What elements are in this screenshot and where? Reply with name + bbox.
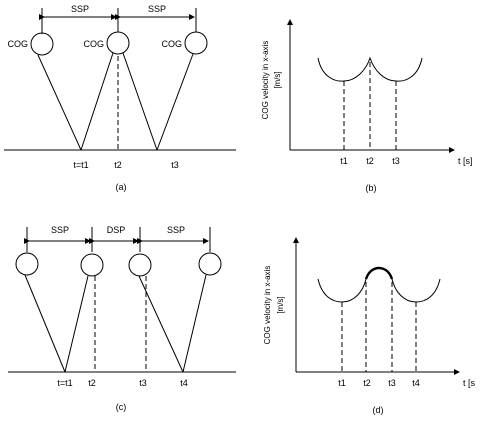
velocity-curve-d-right	[391, 278, 441, 303]
panel-b: COG velocity in x-axis [m/s] t1 t2 t3 t …	[261, 19, 473, 193]
time-label: t4	[180, 378, 188, 388]
span-label-ssp-1: SSP	[51, 225, 69, 235]
cog-circle	[128, 253, 152, 277]
y-axis-label-b: COG velocity in x-axis	[261, 41, 270, 120]
velocity-curve-d-dsp	[364, 266, 394, 280]
span-label-dsp: DSP	[107, 225, 126, 235]
leg-line	[122, 52, 158, 151]
caption-a: (a)	[116, 182, 127, 192]
cog-circle	[30, 32, 54, 56]
leg-line	[156, 53, 194, 151]
tick-label: t1	[338, 378, 346, 388]
caption-b: (b)	[366, 183, 377, 193]
span-label-ssp-2: SSP	[167, 225, 185, 235]
tick-label: t1	[340, 156, 348, 166]
cog-circle	[184, 31, 208, 55]
panel-c: SSP DSP SSP t=t1 t2 t3 t4 (c)	[8, 225, 236, 412]
cog-circle	[15, 252, 39, 276]
cog-circle	[80, 253, 104, 277]
leg-line	[64, 275, 89, 373]
y-axis-unit-b: [m/s]	[273, 71, 282, 88]
tick-label: t2	[363, 378, 371, 388]
span-label-ssp-2: SSP	[148, 4, 166, 14]
cog-label-1: COG	[7, 39, 28, 49]
caption-d: (d)	[373, 405, 384, 415]
panel-a: SSP SSP COG COG COG t=t1 t2 t3 (a)	[4, 4, 236, 192]
x-axis-unit-b: t [s]	[458, 156, 473, 166]
x-axis-unit-d: t [s	[463, 378, 476, 388]
tick-label: t2	[366, 156, 374, 166]
cog-circle	[106, 31, 130, 55]
cog-label-3: COG	[161, 39, 182, 49]
y-axis-unit-d: [m/s]	[276, 296, 285, 313]
velocity-curve-d-left	[317, 278, 367, 303]
cog-label-2: COG	[83, 39, 104, 49]
time-label: t=t1	[57, 378, 72, 388]
leg-line	[182, 274, 207, 373]
panel-d: COG velocity in x-axis [m/s] t1 t2 t3 t4…	[263, 237, 476, 415]
time-label: t2	[88, 378, 96, 388]
time-label: t=t1	[73, 160, 88, 170]
y-axis-label-d: COG velocity in x-axis	[263, 266, 272, 345]
tick-label: t3	[392, 156, 400, 166]
cog-circle	[198, 252, 222, 276]
leg-line	[80, 52, 114, 151]
tick-label: t3	[388, 378, 396, 388]
velocity-curve-b	[317, 56, 423, 82]
span-label-ssp-1: SSP	[71, 4, 89, 14]
time-label: t3	[139, 378, 147, 388]
caption-c: (c)	[116, 402, 127, 412]
time-label: t2	[114, 160, 122, 170]
leg-line	[37, 54, 82, 151]
tick-label: t4	[412, 378, 420, 388]
leg-line	[24, 274, 66, 373]
time-label: t3	[171, 160, 179, 170]
